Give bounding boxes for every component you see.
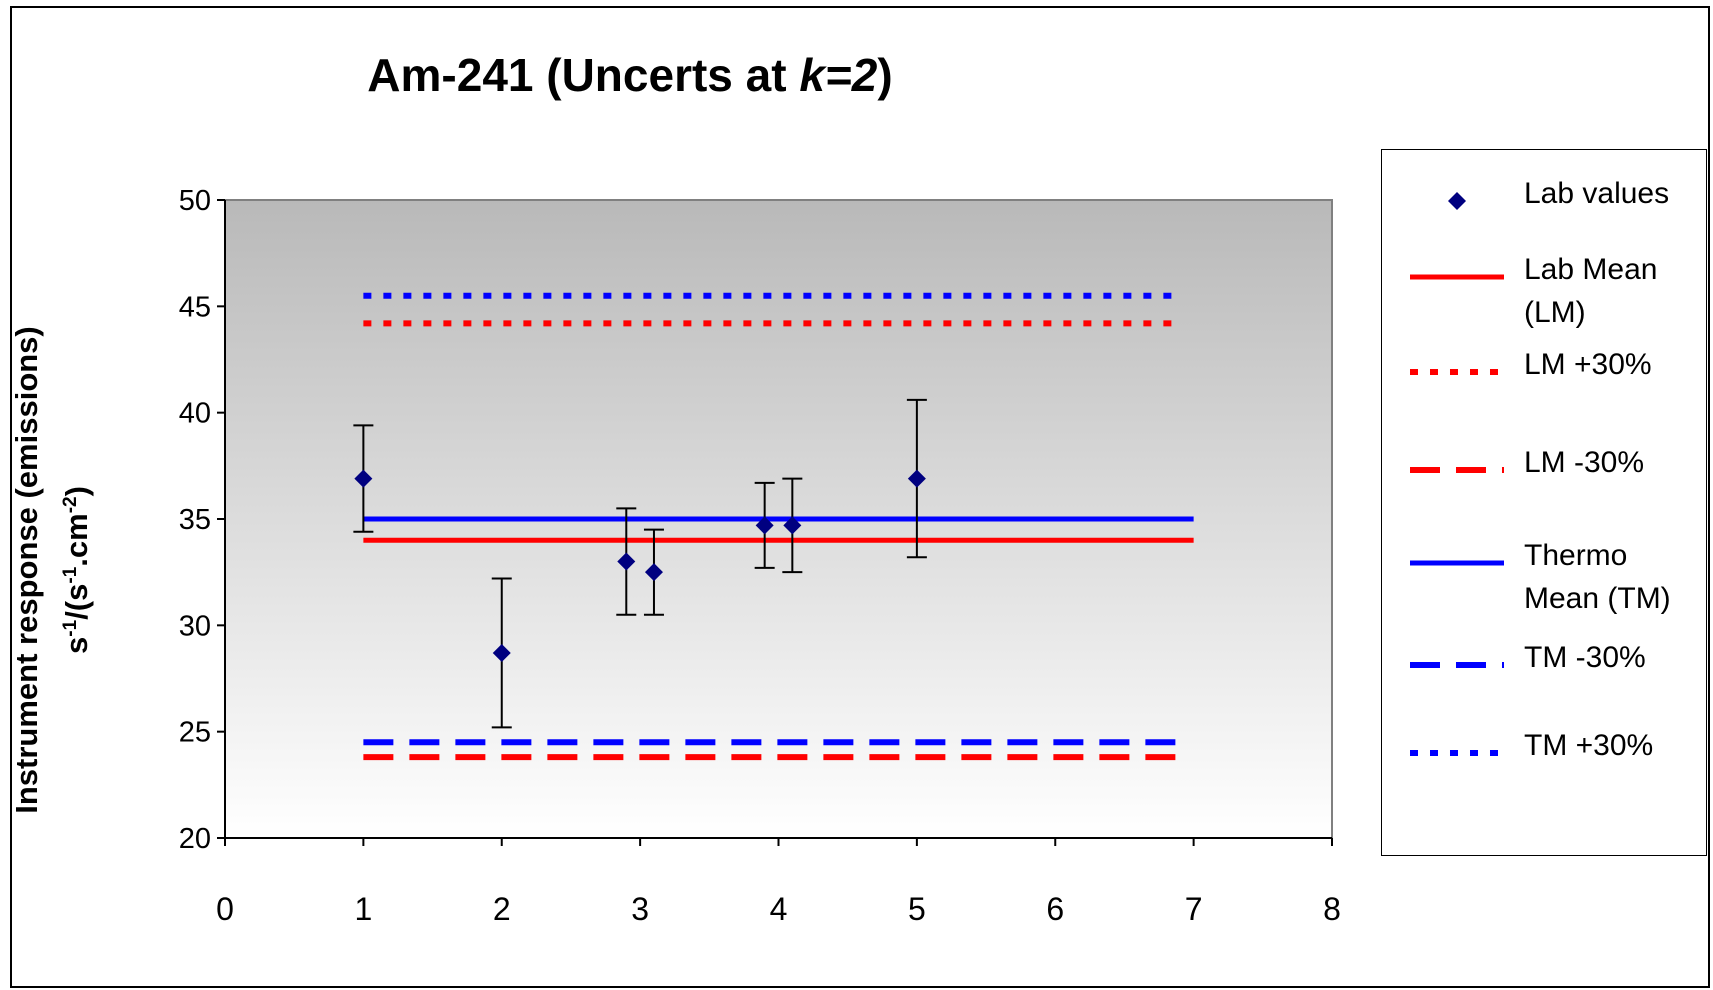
data-point-6 [907, 469, 926, 488]
x-tick-label: 1 [354, 891, 372, 927]
chart-title-main: Am-241 (Uncerts at [367, 49, 800, 101]
line-swatch-icon [1410, 658, 1504, 670]
x-tick-label: 7 [1185, 891, 1203, 927]
data-point-4 [755, 516, 774, 535]
y-tick-label: 25 [179, 717, 211, 749]
data-point-2 [617, 552, 636, 571]
legend-diamond [1448, 192, 1466, 210]
legend: Lab values Lab Mean (LM) LM +30% LM -30% The… [1381, 149, 1707, 856]
x-tick-label: 4 [770, 891, 788, 927]
y-tick-label: 40 [179, 398, 211, 430]
y-tick-label: 50 [179, 185, 211, 217]
reference-lines [363, 292, 1194, 761]
chart-title-close: ) [877, 49, 893, 101]
line-swatch-icon [1410, 463, 1504, 475]
chart-title-italic: k=2 [799, 49, 878, 101]
legend-label: TM +30% [1524, 729, 1654, 762]
data-points [353, 398, 927, 729]
diamond-marker-icon [1410, 192, 1504, 210]
legend-label: Lab Mean (LM) [1524, 253, 1658, 329]
x-tick-label: 2 [493, 891, 511, 927]
y-tick-label: 30 [179, 610, 211, 642]
x-tick-label: 8 [1323, 891, 1341, 927]
x-tick-label: 3 [631, 891, 649, 927]
data-point-5 [783, 516, 802, 535]
line-swatch-icon [1410, 365, 1504, 377]
legend-label: Thermo Mean (TM) [1524, 539, 1671, 615]
x-tick-label: 5 [908, 891, 926, 927]
data-point-0 [354, 469, 373, 488]
legend-label: LM +30% [1524, 348, 1652, 381]
y-tick-label: 35 [179, 504, 211, 536]
data-point-1 [492, 643, 511, 662]
legend-label: TM -30% [1524, 641, 1646, 674]
data-point-3 [644, 563, 663, 582]
chart-title: Am-241 (Uncerts at k=2) [0, 48, 1260, 102]
y-tick-label: 20 [179, 823, 211, 855]
x-tick-label: 6 [1046, 891, 1064, 927]
y-tick-label: 45 [179, 291, 211, 323]
line-swatch-icon [1410, 746, 1504, 758]
x-tick-label: 0 [216, 891, 234, 927]
line-swatch-icon [1410, 270, 1504, 282]
line-swatch-icon [1410, 556, 1504, 568]
legend-label: LM -30% [1524, 446, 1645, 479]
legend-label: Lab values [1524, 177, 1670, 210]
